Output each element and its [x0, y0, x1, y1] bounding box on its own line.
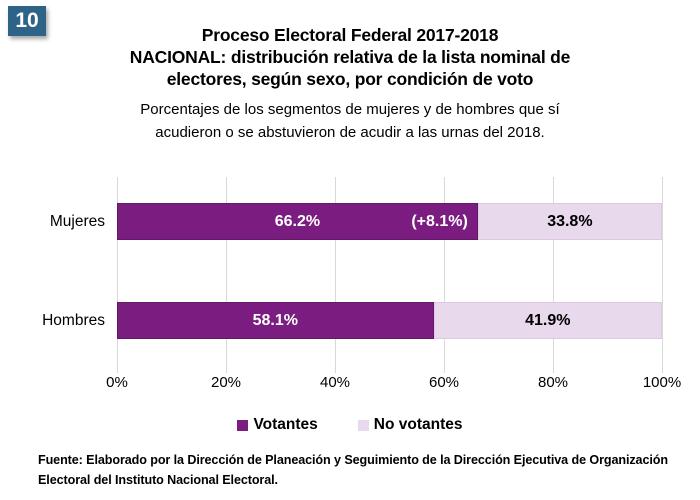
- bar-mujeres: 66.2% (+8.1%) 33.8%: [117, 203, 662, 240]
- x-axis-tick-label: 80%: [537, 374, 569, 391]
- gridline: [662, 177, 663, 373]
- x-axis: 0% 20% 40% 60% 80% 100%: [106, 374, 681, 394]
- chart-title-line-1: Proceso Electoral Federal 2017-2018: [201, 25, 499, 45]
- chart-subtitle-line-1: Porcentajes de los segmentos de mujeres …: [140, 101, 560, 118]
- x-axis-tick-label: 40%: [319, 374, 351, 391]
- gridline: [226, 177, 227, 373]
- bar-hombres-novotantes-segment: 41.9%: [433, 302, 662, 339]
- legend-label-votantes: Votantes: [253, 416, 318, 433]
- plot-area: 66.2% (+8.1%) 33.8% 58.1% 41.9%: [117, 177, 663, 373]
- legend: Votantes No votantes: [0, 415, 700, 435]
- chart-subtitle-line-2: acudieron o se abstuvieron de acudir a l…: [155, 123, 545, 141]
- category-label-hombres: Hombres: [42, 312, 105, 329]
- bar-hombres-novotantes-label: 41.9%: [525, 311, 571, 329]
- x-axis-tick-label: 0%: [106, 374, 128, 391]
- x-axis-tick-label: 60%: [428, 374, 460, 391]
- x-axis-tick-label: 20%: [210, 374, 242, 391]
- chart-title-line-2: NACIONAL: distribución relativa de la li…: [129, 47, 571, 67]
- legend-swatch-no-votantes: [357, 419, 369, 431]
- figure-number-badge: 10: [8, 6, 46, 36]
- bar-hombres: 58.1% 41.9%: [117, 302, 662, 339]
- chart-title: Proceso Electoral Federal 2017-2018 NACI…: [30, 24, 670, 90]
- chart-title-line-3: electores, según sexo, por condición de …: [166, 69, 534, 89]
- bar-mujeres-votantes-label: 66.2%: [274, 212, 321, 230]
- bar-hombres-votantes-segment: 58.1%: [117, 302, 434, 339]
- x-axis-tick-label: 100%: [642, 374, 682, 391]
- source-note: Fuente: Elaborado por la Dirección de Pl…: [38, 451, 688, 490]
- bar-mujeres-votantes-segment: 66.2% (+8.1%): [117, 203, 478, 240]
- gridline: [335, 177, 336, 373]
- legend-item-no-votantes: No votantes: [357, 416, 463, 434]
- category-label-mujeres: Mujeres: [49, 213, 105, 230]
- bar-mujeres-novotantes-segment: 33.8%: [477, 203, 662, 240]
- bar-mujeres-annotation: (+8.1%): [411, 212, 468, 230]
- legend-item-votantes: Votantes: [237, 416, 318, 434]
- bar-mujeres-novotantes-label: 33.8%: [547, 212, 593, 230]
- gridline: [553, 177, 554, 373]
- legend-label-no-votantes: No votantes: [373, 416, 463, 433]
- gridline: [117, 177, 118, 373]
- chart-subtitle: Porcentajes de los segmentos de mujeres …: [30, 99, 670, 144]
- legend-swatch-votantes: [237, 419, 249, 431]
- bar-hombres-votantes-label: 58.1%: [252, 311, 298, 329]
- gridline: [444, 177, 445, 373]
- source-note-line-1: Fuente: Elaborado por la Dirección de Pl…: [38, 453, 668, 467]
- source-note-line-2: Electoral del Instituto Nacional Elector…: [38, 472, 278, 487]
